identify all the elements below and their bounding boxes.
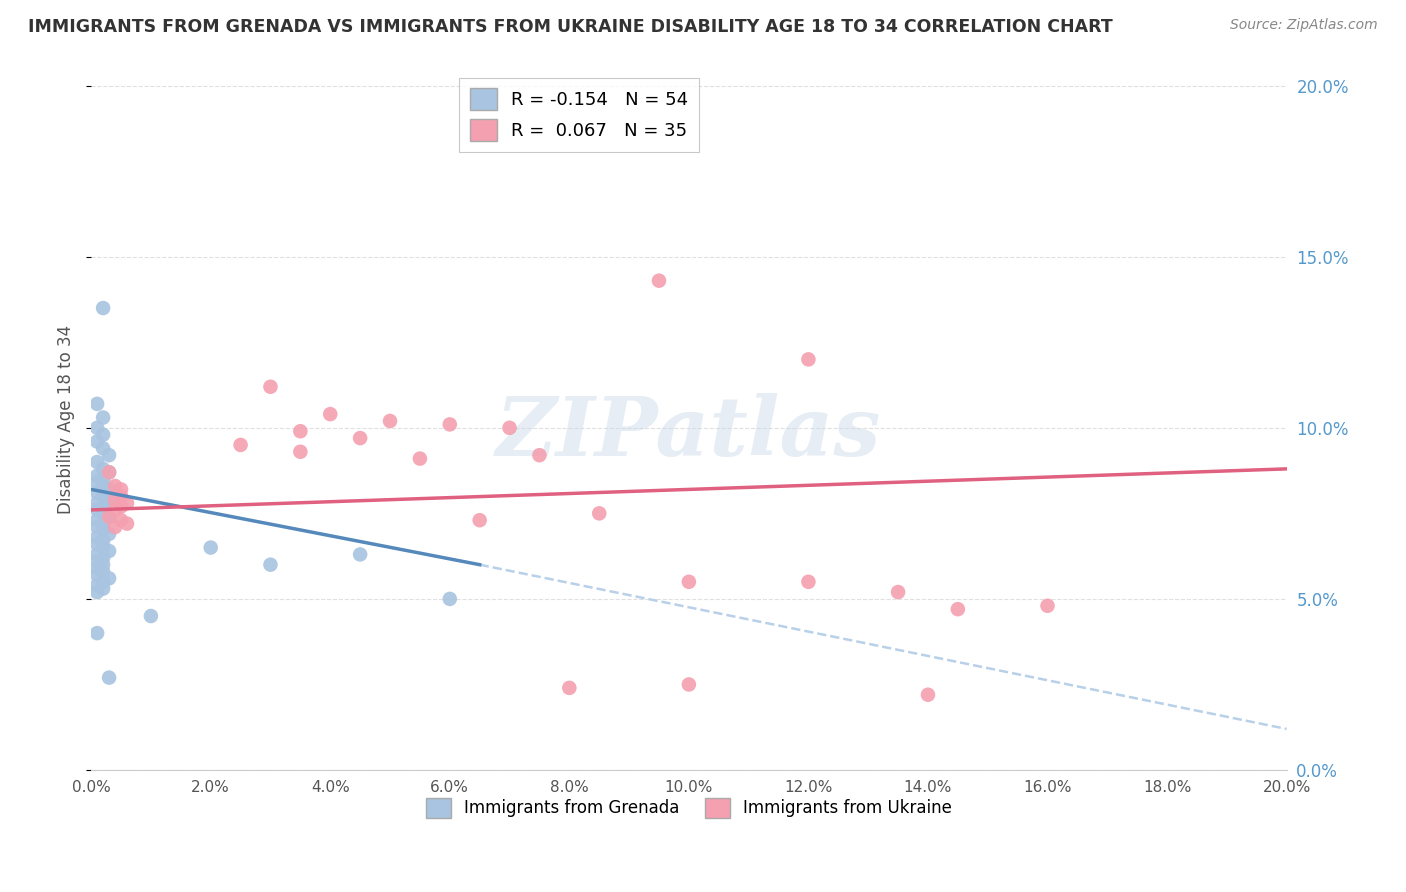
Point xyxy=(468,513,491,527)
Point xyxy=(110,513,132,527)
Point xyxy=(588,507,610,521)
Point xyxy=(86,468,108,483)
Point xyxy=(319,407,342,421)
Point xyxy=(678,677,700,691)
Text: IMMIGRANTS FROM GRENADA VS IMMIGRANTS FROM UKRAINE DISABILITY AGE 18 TO 34 CORRE: IMMIGRANTS FROM GRENADA VS IMMIGRANTS FR… xyxy=(28,18,1114,36)
Point xyxy=(91,472,114,486)
Point xyxy=(98,465,121,479)
Point xyxy=(91,558,114,572)
Point xyxy=(91,479,114,493)
Point xyxy=(797,352,820,367)
Point xyxy=(229,438,252,452)
Point xyxy=(86,503,108,517)
Point xyxy=(86,54,108,69)
Point xyxy=(86,537,108,551)
Point xyxy=(139,609,162,624)
Point xyxy=(91,442,114,456)
Point xyxy=(378,414,401,428)
Point xyxy=(86,548,108,562)
Point xyxy=(98,509,121,524)
Point xyxy=(678,574,700,589)
Point xyxy=(91,427,114,442)
Point xyxy=(439,417,461,432)
Point xyxy=(259,558,281,572)
Point xyxy=(98,448,121,462)
Point xyxy=(91,533,114,548)
Point xyxy=(498,421,520,435)
Point xyxy=(86,434,108,449)
Y-axis label: Disability Age 18 to 34: Disability Age 18 to 34 xyxy=(58,325,75,514)
Point xyxy=(86,561,108,575)
Point xyxy=(110,489,132,503)
Point xyxy=(104,520,127,534)
Point xyxy=(86,578,108,592)
Point xyxy=(91,582,114,596)
Point xyxy=(98,527,121,541)
Point xyxy=(104,479,127,493)
Point xyxy=(91,550,114,565)
Point xyxy=(86,626,108,640)
Point xyxy=(86,530,108,544)
Point xyxy=(86,554,108,568)
Point xyxy=(86,455,108,469)
Point xyxy=(86,397,108,411)
Point xyxy=(91,462,114,476)
Point xyxy=(290,424,312,438)
Point xyxy=(558,681,581,695)
Point xyxy=(91,524,114,538)
Point xyxy=(917,688,939,702)
Point xyxy=(98,465,121,479)
Point xyxy=(91,574,114,589)
Point xyxy=(290,444,312,458)
Point xyxy=(200,541,222,555)
Point xyxy=(86,585,108,599)
Text: ZIPatlas: ZIPatlas xyxy=(496,393,882,474)
Point xyxy=(98,544,121,558)
Point xyxy=(86,520,108,534)
Point xyxy=(349,548,371,562)
Point xyxy=(91,507,114,521)
Point xyxy=(91,489,114,503)
Point xyxy=(86,475,108,490)
Point xyxy=(648,274,671,288)
Point xyxy=(259,380,281,394)
Point xyxy=(110,483,132,497)
Point xyxy=(115,516,138,531)
Point xyxy=(98,492,121,507)
Point xyxy=(98,571,121,585)
Point xyxy=(110,500,132,514)
Point xyxy=(86,485,108,500)
Point xyxy=(529,448,551,462)
Point xyxy=(115,496,138,510)
Point xyxy=(86,513,108,527)
Point xyxy=(409,451,432,466)
Point xyxy=(104,503,127,517)
Point xyxy=(91,541,114,555)
Point xyxy=(946,602,969,616)
Point xyxy=(86,496,108,510)
Point xyxy=(887,585,910,599)
Text: Source: ZipAtlas.com: Source: ZipAtlas.com xyxy=(1230,18,1378,32)
Point xyxy=(439,591,461,606)
Point xyxy=(349,431,371,445)
Point xyxy=(104,492,127,507)
Legend: Immigrants from Grenada, Immigrants from Ukraine: Immigrants from Grenada, Immigrants from… xyxy=(419,791,959,825)
Point xyxy=(797,574,820,589)
Point xyxy=(86,421,108,435)
Point xyxy=(91,410,114,425)
Point xyxy=(98,483,121,497)
Point xyxy=(1036,599,1059,613)
Point xyxy=(91,565,114,579)
Point xyxy=(91,500,114,514)
Point xyxy=(98,671,121,685)
Point xyxy=(86,568,108,582)
Point xyxy=(91,516,114,531)
Point xyxy=(98,509,121,524)
Point xyxy=(91,301,114,315)
